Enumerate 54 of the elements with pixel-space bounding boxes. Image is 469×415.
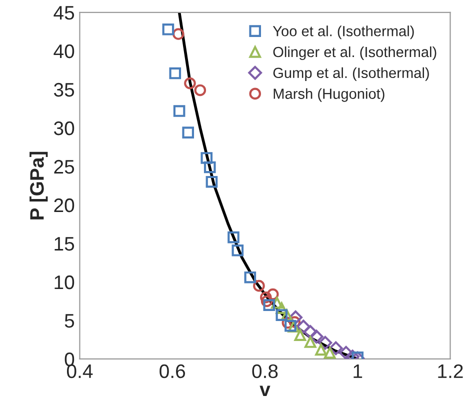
point <box>204 161 216 174</box>
point <box>276 309 288 321</box>
point <box>296 320 310 334</box>
point <box>184 77 196 90</box>
y-tick-label: 40 <box>54 44 74 58</box>
point <box>206 176 218 188</box>
y-tick-label: 30 <box>54 121 74 136</box>
x-tick-label: 1 <box>354 364 362 378</box>
y-tick-label: 10 <box>54 275 74 290</box>
point <box>173 105 186 117</box>
y-tick-label: 15 <box>54 237 74 251</box>
y-tick-label: 5 <box>64 314 74 328</box>
point <box>324 346 336 359</box>
point <box>328 341 343 356</box>
y-axis-title: P [GPa] <box>30 152 48 220</box>
point <box>182 126 194 138</box>
legend-label: Olinger et al. (Isothermal) <box>273 46 436 60</box>
y-tick-label: 20 <box>54 198 74 212</box>
point <box>194 84 206 96</box>
x-tick-label: 0.8 <box>252 364 278 378</box>
point <box>284 320 296 332</box>
legend-label: Yoo et al. (Isothermal) <box>272 26 414 40</box>
point <box>162 23 174 36</box>
y-tick-label: 45 <box>54 6 74 20</box>
y-tick-label: 35 <box>54 82 74 97</box>
point <box>339 346 353 359</box>
point <box>260 295 273 308</box>
point <box>315 344 327 356</box>
y-tick-label: 25 <box>54 160 74 174</box>
point <box>309 330 324 344</box>
point <box>304 336 316 348</box>
point <box>260 291 272 304</box>
point <box>288 320 300 333</box>
point <box>294 329 306 342</box>
point <box>169 67 182 80</box>
point <box>288 316 301 328</box>
point <box>244 271 256 284</box>
x-tick-label: 0.6 <box>160 364 186 378</box>
point <box>288 310 302 324</box>
point <box>253 280 265 292</box>
point <box>303 325 318 339</box>
point <box>232 244 244 256</box>
x-tick-label: 1.2 <box>438 364 463 378</box>
x-tick-label: 0.4 <box>66 364 93 378</box>
point <box>263 299 276 311</box>
point <box>228 231 240 244</box>
point <box>318 336 332 350</box>
point <box>266 288 279 300</box>
point <box>271 296 283 309</box>
legend-label: Gump et al. (Isothermal) <box>273 67 429 81</box>
legend-label: Marsh (Hugoniot) <box>274 88 384 102</box>
point <box>172 28 184 40</box>
x-axis-title: v <box>260 386 270 396</box>
point <box>200 152 213 164</box>
